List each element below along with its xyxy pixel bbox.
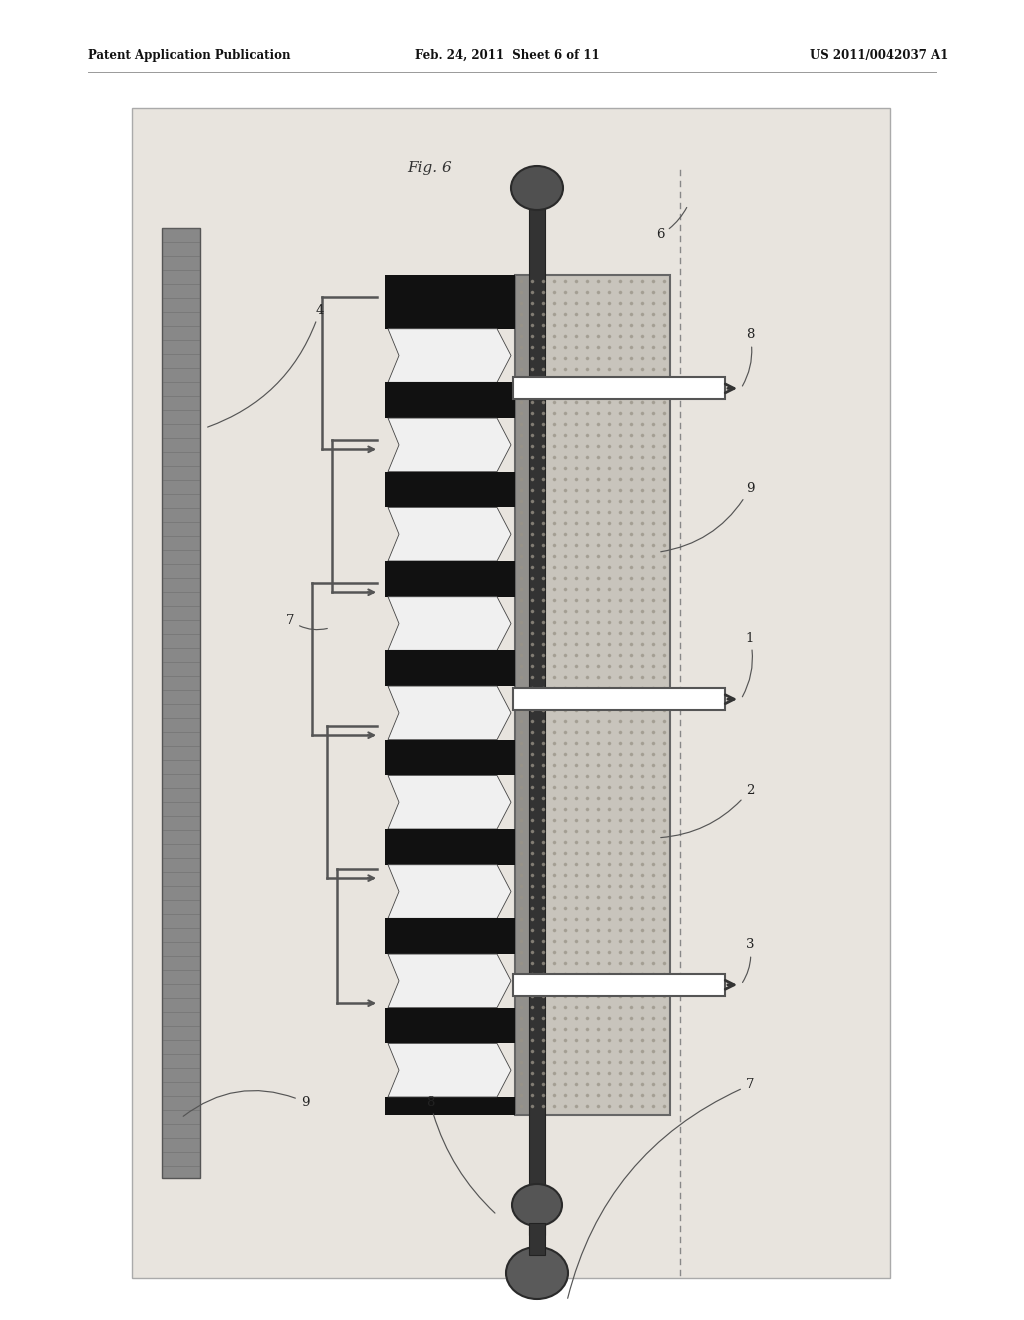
Bar [162, 228, 200, 1177]
Text: 3: 3 [742, 939, 755, 982]
Bar [513, 688, 725, 710]
Bar [515, 275, 543, 1115]
Bar [513, 974, 725, 995]
Polygon shape [388, 507, 511, 561]
Polygon shape [388, 1043, 511, 1097]
Bar [385, 1097, 515, 1115]
Text: Fig. 6: Fig. 6 [408, 161, 453, 176]
Ellipse shape [512, 1184, 562, 1226]
Text: 7: 7 [286, 614, 328, 630]
Text: 1: 1 [742, 631, 755, 697]
Polygon shape [388, 865, 511, 919]
Polygon shape [388, 686, 511, 739]
Bar [132, 108, 890, 1278]
Text: 9: 9 [183, 1090, 309, 1117]
Bar [529, 1224, 545, 1255]
Bar [385, 471, 515, 507]
Text: 7: 7 [567, 1078, 755, 1299]
Bar [385, 561, 515, 597]
Text: Patent Application Publication: Patent Application Publication [88, 49, 291, 62]
Text: 9: 9 [660, 482, 755, 552]
Ellipse shape [511, 166, 563, 210]
Bar [385, 919, 515, 954]
Text: US 2011/0042037 A1: US 2011/0042037 A1 [810, 49, 948, 62]
Bar [515, 275, 670, 1115]
Bar [385, 293, 515, 329]
Polygon shape [388, 775, 511, 829]
Text: 8: 8 [742, 329, 755, 385]
Polygon shape [388, 597, 511, 651]
Bar [385, 829, 515, 865]
Text: Feb. 24, 2011  Sheet 6 of 11: Feb. 24, 2011 Sheet 6 of 11 [415, 49, 600, 62]
Bar [529, 170, 545, 1236]
Bar [385, 275, 515, 293]
Bar [513, 378, 725, 400]
Ellipse shape [506, 1247, 568, 1299]
Text: 4: 4 [208, 304, 325, 428]
Polygon shape [388, 329, 511, 383]
Polygon shape [388, 418, 511, 471]
Bar [385, 383, 515, 418]
Text: 2: 2 [660, 784, 755, 838]
Bar [385, 651, 515, 686]
Text: 8: 8 [426, 1096, 495, 1213]
Polygon shape [388, 954, 511, 1007]
Text: 6: 6 [655, 207, 687, 242]
Bar [385, 1007, 515, 1043]
Bar [385, 739, 515, 775]
